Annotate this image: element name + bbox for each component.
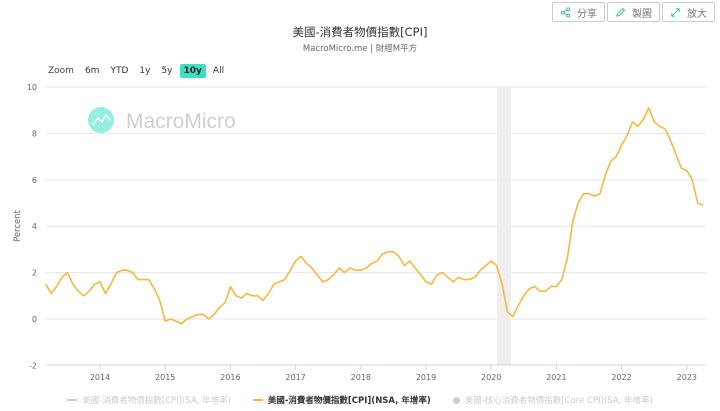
expand-label: 放大 [687, 8, 707, 20]
watermark-text: MacroMicro [126, 110, 236, 133]
expand-button[interactable]: 放大 [662, 2, 715, 22]
grid-lines [46, 86, 706, 320]
y-tick-label: -2 [29, 361, 37, 370]
expand-icon [671, 7, 680, 17]
legend: 美國-消費者物價指數[CPI](SA, 年增率) 美國-消費者物價指數[CPI]… [0, 394, 720, 406]
x-axis: 2014 2015 2016 2017 2018 2019 2020 2021 2022 2023 [90, 365, 697, 382]
legend-item-cpi-sa[interactable]: 美國-消費者物價指數[CPI](SA, 年增率) [67, 394, 231, 406]
y-tick-label: 0 [32, 315, 37, 324]
x-tick-label: 2016 [220, 373, 240, 382]
share-icon [560, 6, 571, 18]
y-tick-label: 8 [32, 129, 37, 138]
draw-chart-button[interactable]: 製圖 [607, 2, 660, 22]
watermark: MacroMicro [88, 107, 236, 133]
range-ytd-button[interactable]: YTD [110, 66, 129, 76]
range-selector: Zoom 6m YTD 1y 5y 10y All [48, 64, 231, 78]
x-tick-label: 2018 [351, 373, 371, 382]
share-label: 分享 [577, 8, 597, 20]
chart-subtitle: MacroMicro.me | 財經M平方 [302, 44, 418, 54]
chart-title: 美國-消費者物價指數[CPI] [292, 25, 428, 39]
x-tick-label: 2021 [546, 373, 566, 382]
legend-item-core-cpi-sa[interactable]: 美國-核心消費者物價指數[Core CPI](SA, 年增率) [452, 394, 653, 406]
cpi-nsa-line[interactable] [45, 107, 704, 325]
share-button[interactable]: 分享 [552, 2, 605, 22]
draw-chart-label: 製圖 [632, 8, 652, 20]
legend-line-icon [252, 399, 263, 401]
x-tick-label: 2017 [285, 373, 305, 382]
range-1y-button[interactable]: 1y [139, 66, 151, 76]
chart-toolbar: 分享 製圖 放大 [552, 2, 715, 22]
x-tick-label: 2020 [481, 373, 501, 382]
range-10y-button[interactable]: 10y [179, 64, 206, 78]
x-tick-label: 2022 [611, 373, 631, 382]
range-6m-button[interactable]: 6m [84, 66, 100, 76]
y-tick-label: 10 [27, 83, 37, 92]
x-tick-label: 2019 [416, 373, 436, 382]
recession-band [497, 87, 511, 365]
y-tick-label: 4 [32, 222, 37, 231]
legend-line-icon [67, 399, 78, 401]
range-all-button[interactable]: All [212, 66, 225, 76]
y-tick-label: 6 [32, 176, 37, 185]
x-tick-label: 2014 [90, 373, 110, 382]
y-axis-title: Percent [13, 209, 23, 242]
range-5y-button[interactable]: 5y [161, 66, 173, 76]
legend-item-cpi-nsa[interactable]: 美國-消費者物價指數[CPI](NSA, 年增率) [252, 394, 431, 406]
x-tick-label: 2015 [155, 373, 175, 382]
y-axis: -2 0 2 4 6 8 10 [27, 83, 37, 370]
pencil-icon [616, 7, 626, 17]
legend-dot-icon [452, 396, 460, 404]
zoom-label: Zoom [48, 66, 74, 76]
x-tick-label: 2023 [677, 373, 697, 382]
y-tick-label: 2 [32, 269, 37, 278]
